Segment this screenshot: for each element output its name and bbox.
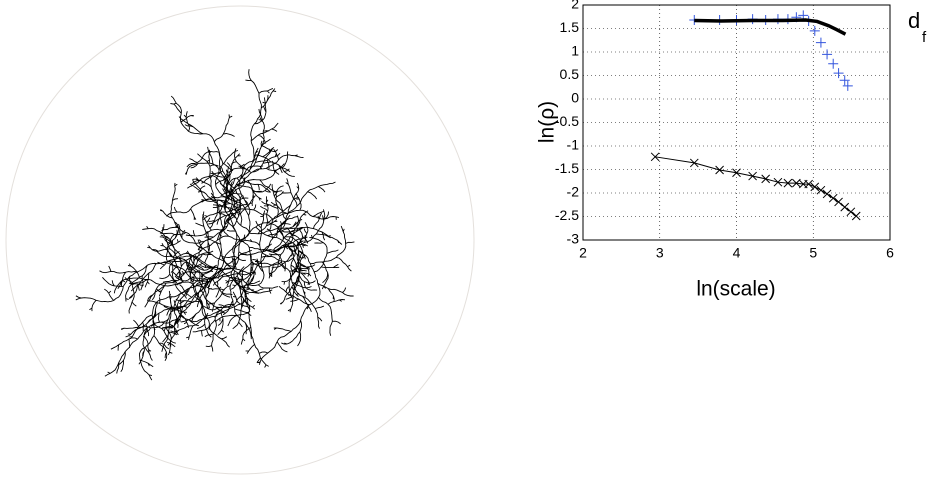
y-tick-label: 0.5 bbox=[560, 66, 580, 82]
y-tick-label: 2 bbox=[571, 0, 579, 12]
y-tick-label: -1 bbox=[567, 137, 580, 153]
x-tick-label: 6 bbox=[886, 245, 894, 261]
y-tick-label: -0.5 bbox=[555, 113, 579, 129]
y-tick-label: -2 bbox=[567, 184, 580, 200]
marker bbox=[804, 179, 813, 189]
x-tick-label: 4 bbox=[733, 245, 741, 261]
y-axis-label: ln(ρ) bbox=[536, 101, 559, 143]
marker bbox=[842, 80, 853, 91]
marker bbox=[815, 37, 826, 48]
marker bbox=[810, 182, 820, 192]
x-axis-label: ln(scale) bbox=[696, 278, 775, 301]
y-tick-label: -1.5 bbox=[555, 160, 579, 176]
x-tick-label: 3 bbox=[656, 245, 664, 261]
marker bbox=[689, 158, 699, 168]
marker bbox=[809, 25, 820, 36]
right-label-sub: f bbox=[922, 29, 927, 46]
marker bbox=[846, 207, 856, 217]
marker bbox=[828, 58, 839, 69]
marker bbox=[650, 152, 660, 162]
marker bbox=[822, 189, 832, 199]
y-tick-label: 1.5 bbox=[560, 19, 580, 35]
fractal-cluster bbox=[75, 69, 355, 381]
marker bbox=[761, 174, 771, 184]
plot-area bbox=[583, 5, 890, 240]
marker bbox=[839, 75, 850, 86]
right-label: d bbox=[908, 8, 920, 33]
marker bbox=[732, 168, 741, 178]
x-tick-label: 5 bbox=[809, 245, 817, 261]
y-tick-label: 0 bbox=[571, 90, 579, 106]
marker bbox=[773, 177, 783, 187]
marker bbox=[834, 197, 843, 207]
series-line bbox=[694, 18, 847, 36]
x-tick-label: 2 bbox=[579, 245, 587, 261]
plot-frame bbox=[582, 4, 891, 241]
marker bbox=[840, 202, 850, 212]
marker bbox=[783, 178, 793, 188]
marker bbox=[851, 211, 861, 221]
y-tick-label: 1 bbox=[571, 43, 579, 59]
marker bbox=[822, 49, 833, 60]
marker bbox=[748, 171, 757, 181]
marker bbox=[816, 185, 826, 195]
marker bbox=[828, 193, 838, 203]
marker bbox=[715, 165, 724, 175]
marker bbox=[833, 68, 844, 79]
y-tick-label: -2.5 bbox=[555, 207, 579, 223]
y-tick-label: -3 bbox=[567, 231, 580, 247]
disc-outline bbox=[5, 5, 475, 475]
